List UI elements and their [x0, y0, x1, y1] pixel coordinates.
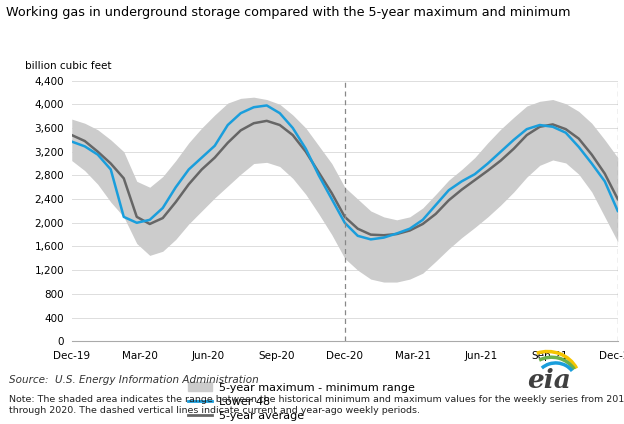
Text: Source:  U.S. Energy Information Administration: Source: U.S. Energy Information Administ…	[9, 375, 259, 385]
Text: billion cubic feet: billion cubic feet	[26, 61, 112, 71]
Legend: 5-year maximum - minimum range, Lower 48, 5-year average: 5-year maximum - minimum range, Lower 48…	[188, 382, 414, 421]
Text: eia: eia	[527, 368, 571, 393]
Text: Working gas in underground storage compared with the 5-year maximum and minimum: Working gas in underground storage compa…	[6, 6, 571, 20]
Text: Note: The shaded area indicates the range between the historical minimum and max: Note: The shaded area indicates the rang…	[9, 395, 624, 415]
